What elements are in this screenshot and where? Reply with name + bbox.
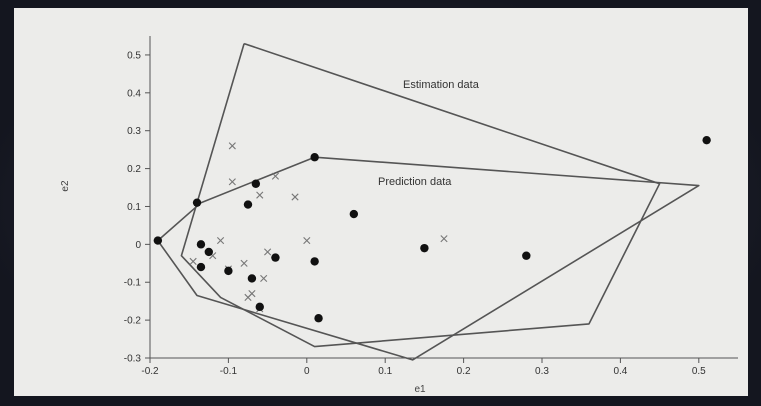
data-point-dot bbox=[349, 209, 359, 219]
data-point-cross bbox=[244, 293, 252, 301]
y-tick-label: 0.4 bbox=[127, 88, 141, 99]
annotation-prediction: Prediction data bbox=[378, 176, 452, 188]
data-point-dot bbox=[251, 179, 261, 188]
x-tick-label: 0.3 bbox=[535, 366, 549, 377]
data-point-cross bbox=[228, 142, 236, 150]
data-point-dot bbox=[224, 266, 233, 276]
x-tick-label: 0.2 bbox=[457, 366, 471, 377]
data-point-dot bbox=[310, 257, 319, 266]
data-point-cross bbox=[189, 257, 197, 265]
plot-card bbox=[14, 8, 748, 396]
data-point-cross bbox=[260, 274, 268, 283]
data-point-dot bbox=[196, 262, 206, 272]
data-point-cross bbox=[271, 172, 280, 180]
y-tick-label: 0.2 bbox=[127, 164, 141, 175]
data-point-dot bbox=[271, 253, 280, 262]
data-point-dot bbox=[204, 247, 213, 257]
axes: -0.3-0.2-0.100.10.20.30.40.5-0.2 -0.1 0 0.1… bbox=[124, 36, 738, 377]
data-point-dot bbox=[255, 302, 264, 312]
data-point-dot bbox=[153, 236, 163, 245]
data-point-dot bbox=[310, 153, 319, 162]
x-tick-label: -0.2 bbox=[141, 366, 159, 377]
data-point-dot bbox=[247, 274, 257, 283]
estimation-hull bbox=[180, 42, 661, 348]
data-point-cross bbox=[240, 259, 248, 267]
x-tick-label: 0.5 bbox=[692, 366, 706, 377]
data-points bbox=[153, 135, 711, 323]
data-point-dot bbox=[420, 243, 429, 253]
y-tick-label: -0.2 bbox=[124, 316, 142, 327]
x-axis-label: e1 bbox=[414, 384, 426, 395]
data-point-dot bbox=[314, 314, 323, 323]
annotation-estimation: Estimation data bbox=[403, 79, 480, 91]
data-point-dot bbox=[243, 200, 253, 209]
x-tick-label: -0.1 bbox=[220, 366, 238, 377]
data-point-dot bbox=[196, 240, 206, 249]
data-point-cross bbox=[228, 178, 236, 186]
data-point-dot bbox=[522, 251, 531, 260]
y-tick-label: -0.1 bbox=[124, 278, 142, 289]
y-tick-label: 0.5 bbox=[127, 50, 141, 61]
y-tick-label: -0.3 bbox=[124, 354, 142, 365]
data-point-cross bbox=[256, 191, 264, 199]
data-point-cross bbox=[264, 248, 272, 256]
x-tick-label: 0.4 bbox=[613, 366, 627, 377]
x-tick-label: 0.1 bbox=[378, 366, 392, 377]
y-tick-label: 0.3 bbox=[127, 126, 141, 137]
data-point-dot bbox=[702, 135, 711, 145]
y-tick-label: 0 bbox=[135, 240, 141, 251]
data-point-dot bbox=[192, 198, 202, 207]
y-tick-label: 0.1 bbox=[127, 202, 141, 213]
labels: Estimation data Prediction data e1 e2 bbox=[60, 79, 480, 395]
y-axis-label: e2 bbox=[60, 180, 71, 192]
data-point-cross bbox=[291, 193, 299, 201]
x-tick-label: 0 bbox=[304, 366, 310, 377]
data-point-cross bbox=[303, 236, 311, 245]
data-point-cross bbox=[440, 235, 448, 243]
data-point-cross bbox=[216, 236, 225, 245]
